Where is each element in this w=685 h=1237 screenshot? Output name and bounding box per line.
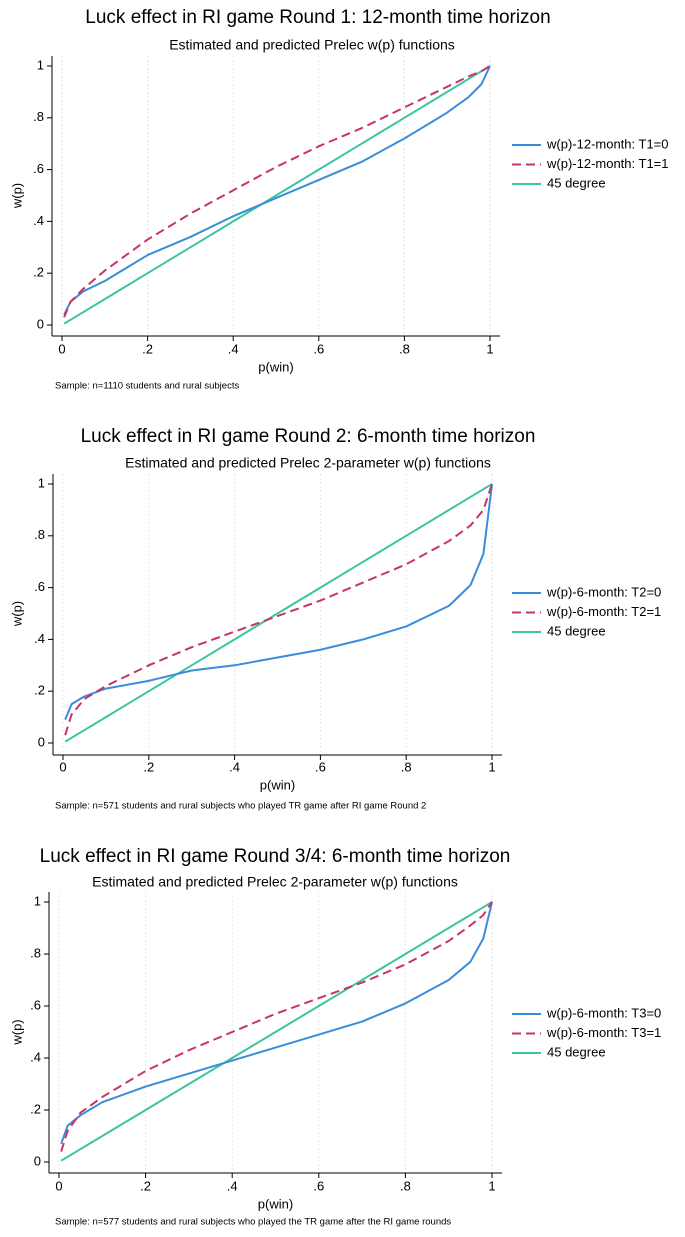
series-line	[63, 65, 491, 316]
x-tick-label: .4	[229, 759, 240, 774]
x-tick-label: 0	[58, 341, 65, 356]
x-tick-label: .6	[313, 341, 324, 356]
legend-label: w(p)-6-month: T2=0	[546, 584, 661, 599]
legend-label: w(p)-12-month: T1=0	[546, 136, 669, 151]
legend-label: 45 degree	[547, 623, 606, 638]
x-axis-label: p(win)	[258, 1196, 293, 1211]
y-tick-label: 0	[37, 316, 44, 331]
legend-label: 45 degree	[547, 1044, 606, 1059]
x-tick-label: .8	[399, 341, 410, 356]
y-axis-label: w(p)	[9, 601, 24, 627]
series-line	[64, 483, 493, 721]
y-tick-label: .4	[34, 631, 45, 646]
chart: Luck effect in RI game Round 3/4: 6-mont…	[9, 846, 661, 1228]
series-line	[60, 901, 493, 1145]
x-tick-label: .8	[401, 759, 412, 774]
series-line	[64, 483, 493, 743]
chart-subtitle: Estimated and predicted Prelec 2-paramet…	[125, 455, 491, 471]
note: Sample: n=577 students and rural subject…	[55, 1217, 451, 1228]
x-tick-label: .4	[228, 341, 239, 356]
y-tick-label: 0	[34, 1153, 41, 1168]
x-tick-label: 1	[488, 759, 495, 774]
y-tick-label: .2	[33, 265, 44, 280]
y-tick-label: .4	[33, 213, 44, 228]
chart: Luck effect in RI game Round 1: 12-month…	[9, 7, 668, 392]
note: Sample: n=571 students and rural subject…	[55, 801, 426, 812]
y-tick-label: .6	[33, 161, 44, 176]
x-tick-label: .2	[143, 759, 154, 774]
x-tick-label: 1	[488, 1178, 495, 1193]
y-tick-label: .2	[34, 683, 45, 698]
y-tick-label: .6	[34, 579, 45, 594]
series-line	[60, 901, 493, 1152]
x-tick-label: .6	[315, 759, 326, 774]
x-axis-label: p(win)	[258, 359, 293, 374]
y-axis-label: w(p)	[9, 183, 24, 209]
y-tick-label: .8	[30, 945, 41, 960]
y-tick-label: 1	[38, 475, 45, 490]
chart-title: Luck effect in RI game Round 1: 12-month…	[85, 7, 550, 28]
chart-title: Luck effect in RI game Round 2: 6-month …	[81, 426, 536, 447]
x-tick-label: 0	[55, 1178, 62, 1193]
note: Sample: n=1110 students and rural subjec…	[55, 381, 239, 392]
x-tick-label: .2	[142, 341, 153, 356]
x-tick-label: .2	[140, 1178, 151, 1193]
series-line	[63, 65, 491, 325]
y-tick-label: .2	[30, 1101, 41, 1116]
legend-label: w(p)-12-month: T1=1	[546, 156, 669, 171]
chart-title: Luck effect in RI game Round 3/4: 6-mont…	[40, 846, 511, 867]
y-tick-label: .4	[30, 1049, 41, 1064]
y-tick-label: 1	[34, 893, 41, 908]
x-tick-label: .6	[313, 1178, 324, 1193]
legend-label: w(p)-6-month: T3=0	[546, 1005, 661, 1020]
x-tick-label: 0	[59, 759, 66, 774]
series-line	[60, 901, 493, 1162]
legend-label: 45 degree	[547, 175, 606, 190]
series-line	[63, 65, 491, 318]
y-tick-label: 1	[37, 57, 44, 72]
legend-label: w(p)-6-month: T2=1	[546, 604, 661, 619]
y-tick-label: .6	[30, 997, 41, 1012]
y-tick-label: .8	[33, 109, 44, 124]
y-axis-label: w(p)	[9, 1019, 24, 1045]
chart-subtitle: Estimated and predicted Prelec 2-paramet…	[92, 874, 458, 890]
legend-label: w(p)-6-month: T3=1	[546, 1025, 661, 1040]
chart: Luck effect in RI game Round 2: 6-month …	[9, 426, 661, 812]
x-axis-label: p(win)	[260, 777, 295, 792]
series-line	[64, 483, 493, 736]
x-tick-label: .4	[227, 1178, 238, 1193]
chart-subtitle: Estimated and predicted Prelec w(p) func…	[169, 37, 455, 53]
x-tick-label: 1	[486, 341, 493, 356]
y-tick-label: 0	[38, 734, 45, 749]
x-tick-label: .8	[400, 1178, 411, 1193]
y-tick-label: .8	[34, 527, 45, 542]
